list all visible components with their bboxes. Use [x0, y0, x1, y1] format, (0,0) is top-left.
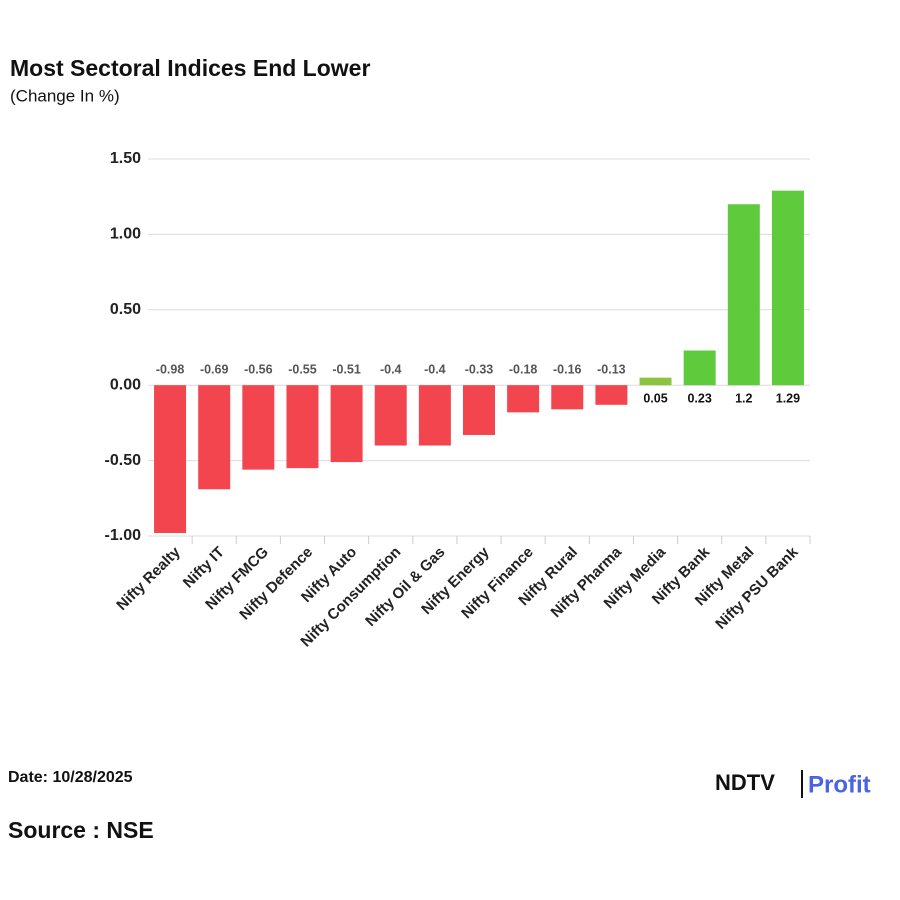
value-label: 1.2	[735, 391, 752, 405]
value-label: -0.69	[200, 362, 229, 376]
y-tick-label: 1.50	[110, 150, 141, 167]
y-tick-label: 0.50	[110, 301, 141, 318]
value-label: -0.18	[509, 362, 538, 376]
x-tick-label: Nifty Realty	[113, 543, 184, 614]
bar	[507, 385, 540, 413]
bar	[683, 350, 716, 386]
x-tick-label: Nifty Oil & Gas	[362, 544, 448, 630]
chart-subtitle: (Change In %)	[10, 86, 120, 105]
y-tick-label: -0.50	[105, 452, 142, 469]
value-label: 1.29	[776, 391, 800, 405]
value-label: -0.98	[156, 362, 185, 376]
x-tick-label: Nifty PSU Bank	[712, 543, 802, 633]
bar	[595, 385, 628, 405]
bar	[242, 385, 275, 470]
bar	[771, 190, 804, 386]
bar	[551, 385, 584, 410]
source: Source : NSE	[8, 817, 154, 843]
value-label: 0.05	[643, 391, 667, 405]
value-label: -0.56	[244, 362, 273, 376]
bar	[286, 385, 319, 469]
value-label: -0.51	[332, 362, 361, 376]
bar	[330, 385, 363, 463]
value-label: -0.55	[288, 362, 317, 376]
value-label: -0.33	[465, 362, 494, 376]
bar	[374, 385, 407, 446]
logo-ndtv: NDTV	[715, 770, 775, 795]
value-label: 0.23	[687, 391, 711, 405]
date: Date: 10/28/2025	[8, 769, 133, 786]
value-label: -0.16	[553, 362, 582, 376]
y-tick-label: 0.00	[110, 376, 141, 393]
bar	[639, 377, 672, 386]
bar	[198, 385, 231, 490]
value-label: -0.4	[380, 362, 402, 376]
logo-profit: Profit	[808, 771, 871, 798]
bar	[727, 204, 760, 386]
bar	[154, 385, 187, 533]
bar	[418, 385, 451, 446]
y-tick-label: 1.00	[110, 226, 141, 243]
value-label: -0.4	[424, 362, 446, 376]
y-tick-label: -1.00	[105, 527, 142, 544]
chart-title: Most Sectoral Indices End Lower	[10, 55, 370, 81]
value-label: -0.13	[597, 362, 626, 376]
bar	[463, 385, 495, 435]
